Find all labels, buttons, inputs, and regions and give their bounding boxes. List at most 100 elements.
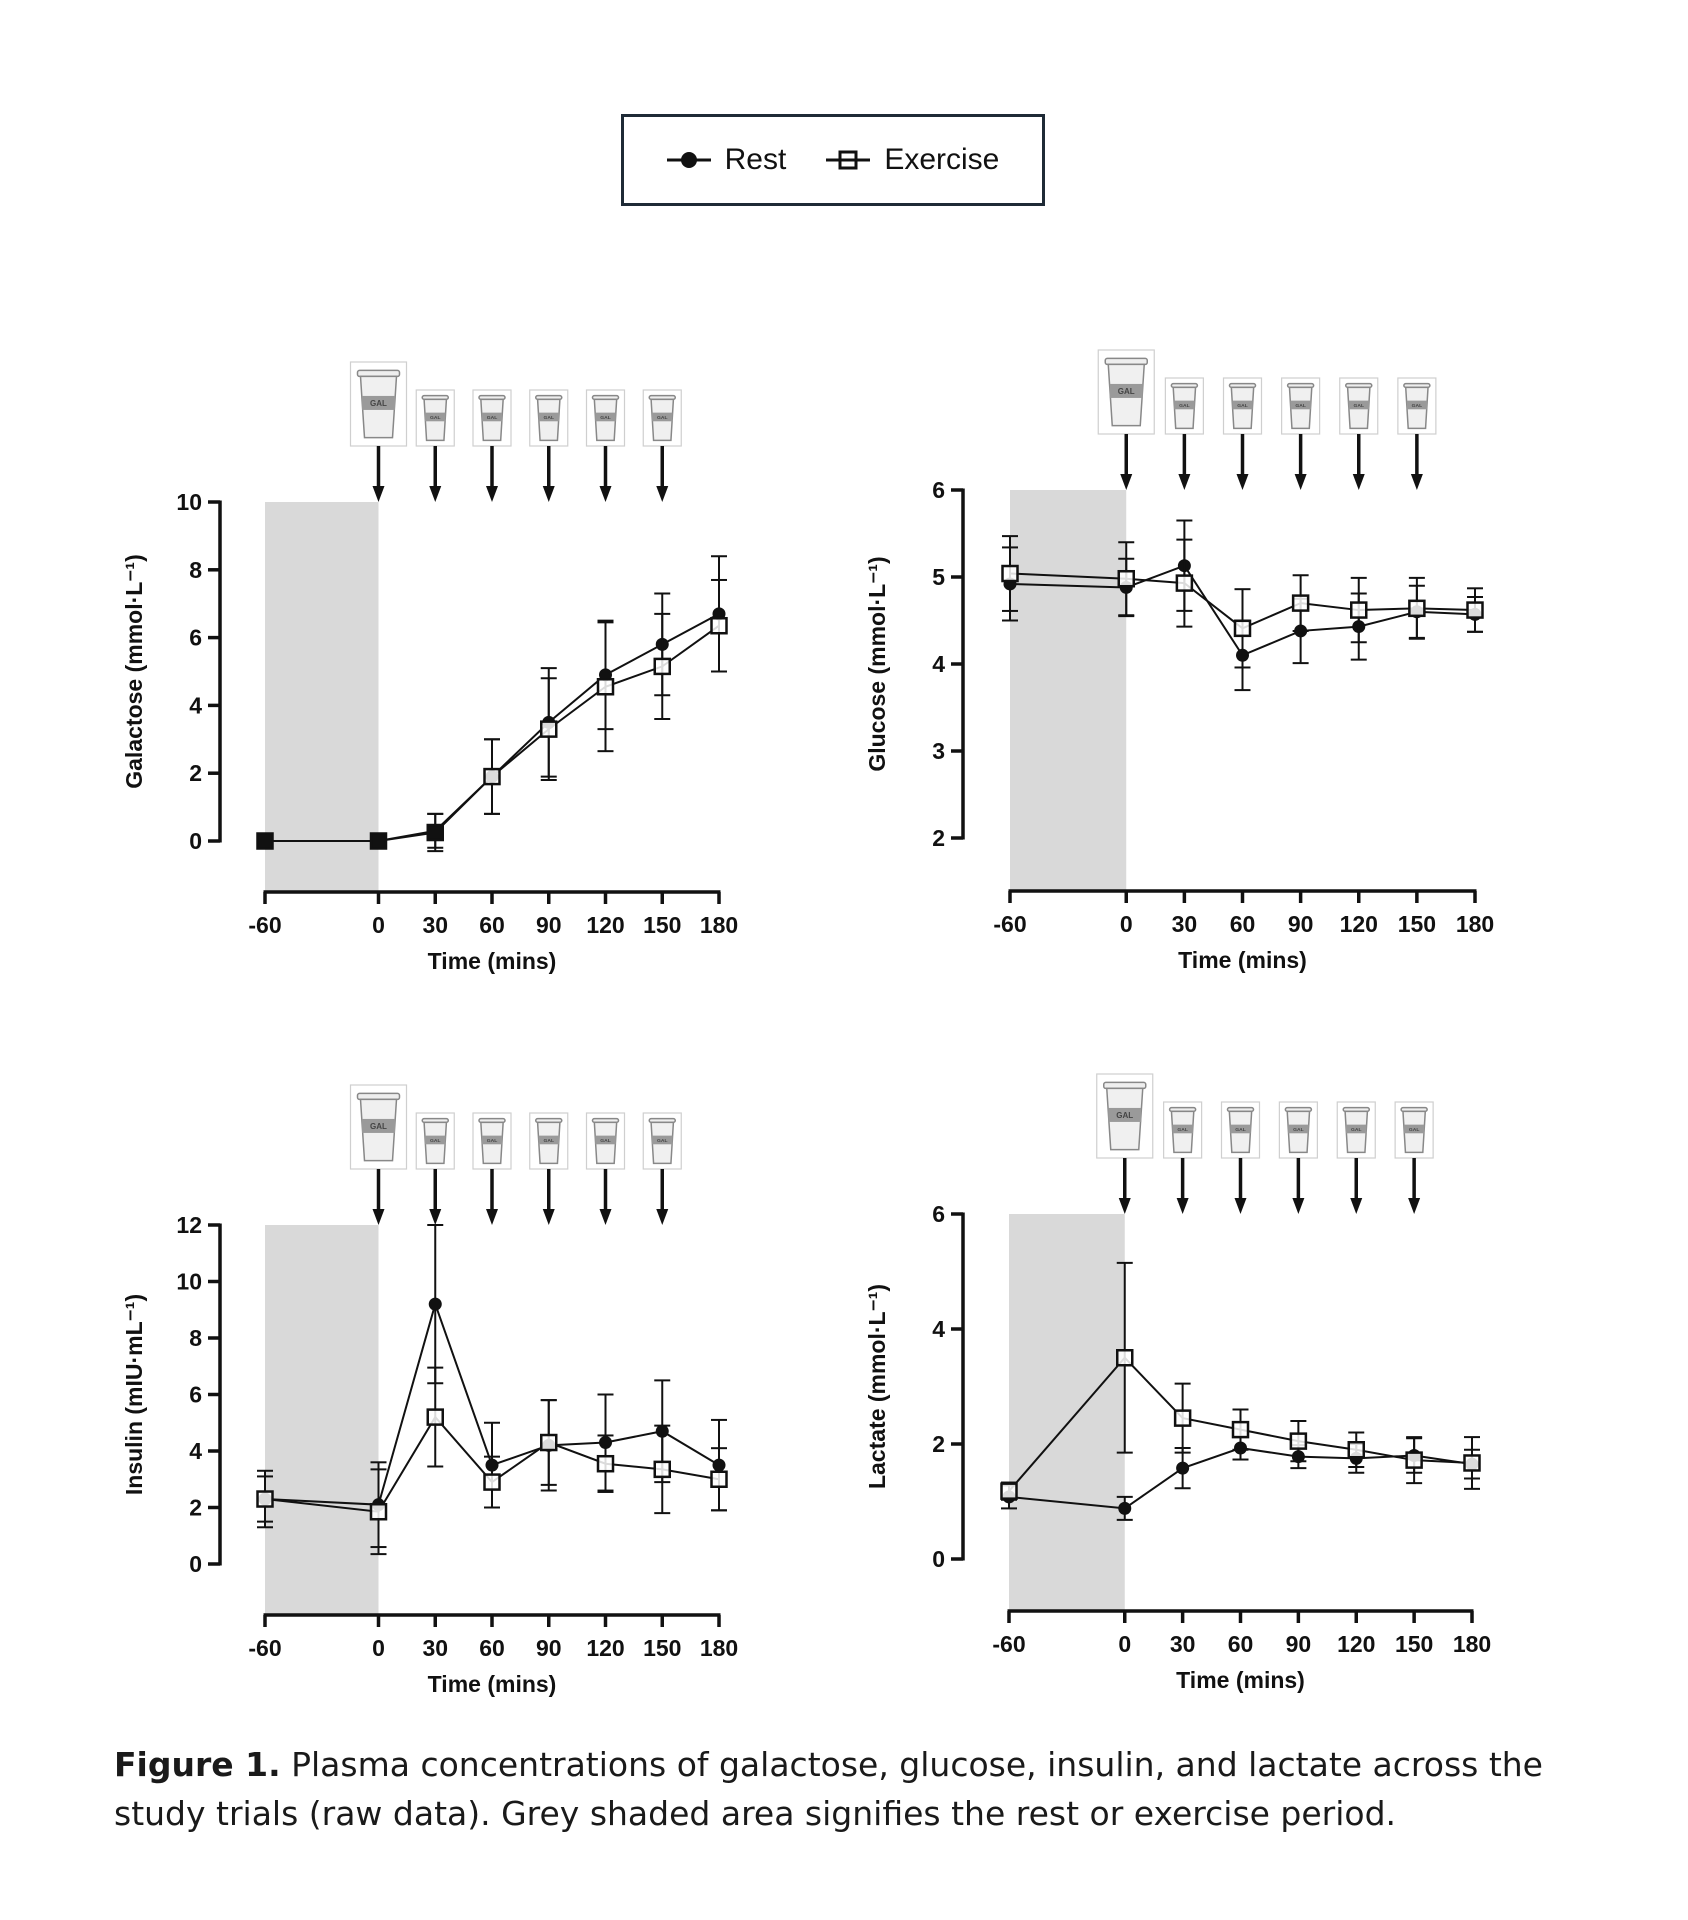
drink-arrow-head-icon	[1410, 474, 1423, 490]
y-tick-label: 2	[189, 1495, 202, 1521]
data-point-exercise	[1466, 601, 1484, 619]
data-point-exercise	[710, 1470, 728, 1488]
figure-caption: Figure 1. Plasma concentrations of galac…	[114, 1740, 1594, 1838]
y-axis-title: Galactose (mmol·L⁻¹)	[121, 554, 147, 789]
galactose-drink-icon: GAL	[1394, 1101, 1434, 1159]
cup-band	[362, 395, 395, 410]
drink-arrow-head-icon	[429, 486, 442, 502]
data-point-exercise	[596, 678, 615, 696]
y-tick-label: 4	[932, 1316, 945, 1342]
data-point-exercise	[596, 1454, 615, 1473]
data-point-exercise	[1291, 594, 1310, 612]
x-tick-label: 60	[479, 912, 505, 938]
series-line	[265, 624, 720, 842]
drink-arrow-head-icon	[1408, 1198, 1421, 1214]
drink-arrow-head-icon	[1350, 1198, 1363, 1214]
cup-band	[425, 412, 446, 422]
cup-label: GAL	[544, 415, 554, 421]
drink-arrow-head-icon	[1294, 474, 1307, 490]
open-square-marker-icon	[826, 150, 871, 170]
legend: Rest Exercise	[621, 114, 1045, 206]
shaded-period	[265, 502, 379, 892]
data-point-rest	[1176, 1461, 1190, 1475]
galactose-drink-icon: GAL	[585, 389, 626, 447]
drink-arrow-head-icon	[599, 1209, 612, 1225]
shaded-period	[265, 1225, 379, 1615]
y-tick-label: 0	[189, 828, 202, 854]
x-tick-label: -60	[992, 1631, 1025, 1657]
cup-band	[1174, 400, 1195, 410]
cup-label: GAL	[1293, 1127, 1303, 1133]
x-tick-label: 30	[1170, 1631, 1196, 1657]
cup-band	[1290, 400, 1311, 410]
data-point-exercise	[369, 1502, 388, 1521]
panel-glucose: 2 3 4 5 6 Glucose (mmol·L⁻¹) -60 0 30 60 90 120 150 1…	[864, 349, 1494, 973]
cup-band	[1172, 1124, 1193, 1134]
data-point-exercise	[1116, 1349, 1134, 1367]
cup-label: GAL	[1237, 403, 1247, 409]
cup-label: GAL	[430, 415, 440, 421]
cup-label: GAL	[487, 1138, 497, 1144]
cup-band	[1108, 1107, 1142, 1122]
cup-band	[652, 1135, 673, 1145]
data-point-exercise	[1463, 1454, 1481, 1472]
data-point-exercise	[653, 657, 671, 676]
y-axis-title: Glucose (mmol·L⁻¹)	[864, 556, 890, 771]
galactose-drink-icon: GAL	[1278, 1101, 1318, 1159]
y-tick-label: 3	[932, 738, 945, 764]
series-line	[264, 1300, 720, 1506]
cup-band	[1109, 383, 1143, 398]
data-point-exercise	[1347, 1441, 1365, 1459]
data-point-exercise	[710, 616, 728, 635]
data-point-exercise	[426, 823, 444, 842]
data-point-exercise	[1231, 1420, 1250, 1439]
galactose-drink-icon: GAL	[1164, 377, 1204, 435]
cup-lid	[1103, 1081, 1147, 1090]
data-point-exercise	[256, 1490, 274, 1508]
galactose-drink-icon: GAL	[529, 389, 569, 447]
galactose-drink-icon: GAL	[585, 1112, 626, 1170]
data-point-exercise	[1117, 569, 1135, 588]
y-tick-label: 0	[189, 1551, 202, 1577]
large-galactose-drink-icon: GAL	[1096, 1073, 1154, 1159]
cup-band	[1230, 1124, 1251, 1134]
y-tick-label: 10	[176, 1269, 202, 1295]
drink-arrow-head-icon	[1120, 474, 1133, 490]
galactose-drink-icon: GAL	[1163, 1101, 1203, 1159]
filled-circle-marker-icon	[666, 152, 711, 168]
drink-arrow-head-icon	[372, 1209, 385, 1225]
x-tick-label: 120	[586, 912, 624, 938]
x-tick-label: 0	[372, 1635, 385, 1661]
cup-label: GAL	[657, 415, 667, 421]
y-tick-label: 6	[189, 1382, 202, 1408]
panel-insulin: 0 2 4 6 8 10 12 Insulin (mIU·mL⁻¹) -60 0 30 60 90 120…	[121, 1084, 738, 1697]
panel-galactose: 0 2 4 6 8 10 Galactose (mmol·L⁻¹) -60 0 30 60 90 120…	[121, 361, 738, 974]
galactose-drink-icon: GAL	[1281, 377, 1321, 435]
drink-arrow-head-icon	[1236, 474, 1249, 490]
large-galactose-drink-icon: GAL	[349, 1084, 408, 1170]
cup-label: GAL	[1179, 403, 1189, 409]
y-axis-title: Insulin (mIU·mL⁻¹)	[121, 1294, 147, 1495]
y-tick-label: 4	[189, 1438, 202, 1464]
cup-label: GAL	[1235, 1127, 1245, 1133]
galactose-drink-icon: GAL	[1397, 377, 1437, 435]
x-tick-label: 0	[1120, 911, 1133, 937]
y-tick-label: 2	[189, 760, 202, 786]
x-tick-label: -60	[993, 911, 1026, 937]
x-tick-label: -60	[248, 912, 281, 938]
data-point-exercise	[653, 1460, 671, 1479]
x-axis-title: Time (mins)	[1176, 1667, 1305, 1693]
cup-label: GAL	[487, 415, 497, 421]
y-axis-title: Lactate (mmol·L⁻¹)	[864, 1284, 890, 1489]
x-tick-label: 60	[1228, 1631, 1254, 1657]
drink-arrow-head-icon	[1292, 1198, 1305, 1214]
cup-band	[595, 1135, 616, 1145]
series-line	[1008, 1446, 1473, 1510]
data-point-exercise	[1175, 574, 1194, 592]
cup-lid	[356, 1092, 401, 1101]
x-tick-label: 0	[1118, 1631, 1131, 1657]
galactose-drink-icon: GAL	[1336, 1101, 1376, 1159]
data-point-exercise	[256, 832, 274, 850]
cup-band	[481, 1135, 503, 1145]
y-tick-label: 6	[932, 1201, 945, 1227]
